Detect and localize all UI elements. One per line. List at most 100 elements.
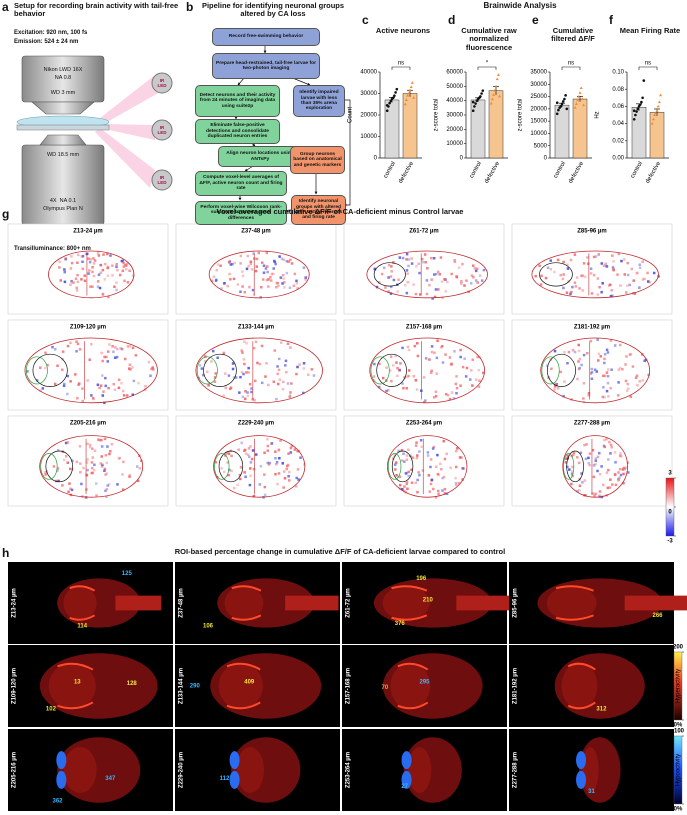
voxel xyxy=(405,252,409,256)
voxel xyxy=(106,252,109,256)
voxel xyxy=(62,458,66,462)
voxel xyxy=(223,282,226,285)
voxel xyxy=(296,286,299,290)
voxel xyxy=(587,461,590,465)
bar xyxy=(384,99,400,159)
map-label: Z229-240 µm xyxy=(179,752,185,788)
voxel xyxy=(240,370,244,374)
voxel xyxy=(414,481,418,485)
voxel xyxy=(448,397,452,401)
voxel xyxy=(585,443,588,446)
voxel xyxy=(260,381,264,385)
voxel xyxy=(600,495,604,499)
voxel xyxy=(566,454,570,458)
significance-label: * xyxy=(486,61,489,67)
panel-letter: b xyxy=(186,0,194,14)
voxel xyxy=(626,273,630,277)
voxel xyxy=(269,279,273,282)
voxel xyxy=(251,449,255,452)
brain-outline xyxy=(39,435,144,498)
y-axis-label: Count xyxy=(348,107,354,123)
voxel xyxy=(254,269,258,273)
data-point xyxy=(563,97,566,101)
voxel xyxy=(641,278,645,281)
brain-outline xyxy=(540,337,651,404)
voxel xyxy=(609,443,613,447)
roi-map: Z13-24 µm 125 114 xyxy=(8,562,173,644)
hyper-region xyxy=(567,701,596,710)
voxel xyxy=(109,450,112,453)
voxel xyxy=(101,359,104,363)
data-point xyxy=(481,89,485,92)
voxel xyxy=(636,271,639,275)
voxel xyxy=(58,260,61,263)
voxel xyxy=(564,457,568,461)
voxel xyxy=(577,461,581,465)
voxel xyxy=(641,260,644,263)
voxel xyxy=(603,357,606,361)
forebrain-outline xyxy=(40,453,58,480)
voxel xyxy=(86,468,89,472)
voxel xyxy=(603,445,606,449)
voxel xyxy=(92,262,96,265)
voxel xyxy=(385,389,388,393)
voxel xyxy=(260,261,264,264)
voxel xyxy=(592,273,596,277)
voxel xyxy=(605,265,608,268)
voxel xyxy=(278,378,282,381)
voxel xyxy=(435,356,439,360)
voxel xyxy=(603,361,606,365)
voxel xyxy=(618,476,621,479)
voxel xyxy=(114,346,117,349)
significance-label: ns xyxy=(568,61,574,67)
voxel xyxy=(443,487,447,491)
voxel xyxy=(286,464,289,468)
y-axis-label: z-score total xyxy=(434,99,440,132)
voxel xyxy=(554,382,557,386)
voxel xyxy=(101,268,105,272)
voxel xyxy=(152,368,155,371)
voxel xyxy=(277,368,281,372)
voxel xyxy=(428,358,431,361)
voxel xyxy=(276,281,279,285)
x-tick-label: control xyxy=(383,161,397,180)
voxel xyxy=(457,481,461,485)
voxel xyxy=(567,280,570,283)
voxel xyxy=(373,362,376,366)
voxel xyxy=(439,256,443,259)
voxel xyxy=(457,266,461,269)
colorbar xyxy=(665,477,675,537)
panel-letter: e xyxy=(532,13,539,27)
hyper-region xyxy=(555,614,594,621)
voxel xyxy=(579,451,583,455)
voxel xyxy=(604,262,607,266)
voxel xyxy=(136,479,140,483)
voxel xyxy=(64,454,68,458)
voxel xyxy=(443,492,447,495)
voxel xyxy=(292,284,296,288)
voxel xyxy=(231,367,235,371)
voxel xyxy=(237,448,240,451)
voxel xyxy=(616,394,620,397)
voxel xyxy=(624,379,628,383)
voxel xyxy=(588,463,591,467)
map-label: Z181-192 µm xyxy=(513,668,519,704)
map-label: Z85-96 µm xyxy=(513,588,519,617)
voxel xyxy=(286,342,290,346)
panel-title: ROI-based percentage change in cumulativ… xyxy=(174,547,506,556)
voxel xyxy=(205,370,209,374)
voxel xyxy=(262,264,266,267)
voxel xyxy=(70,255,73,258)
voxel xyxy=(397,278,400,281)
hyper-region xyxy=(397,701,429,710)
forebrain-outline xyxy=(541,356,560,385)
voxel xyxy=(430,256,433,260)
ir-beam xyxy=(95,75,160,126)
voxel xyxy=(100,445,104,448)
voxel xyxy=(285,260,289,263)
voxel xyxy=(626,382,630,386)
brain-outline xyxy=(366,250,488,299)
voxel xyxy=(400,449,404,452)
voxel xyxy=(91,270,94,274)
voxel xyxy=(415,441,418,444)
